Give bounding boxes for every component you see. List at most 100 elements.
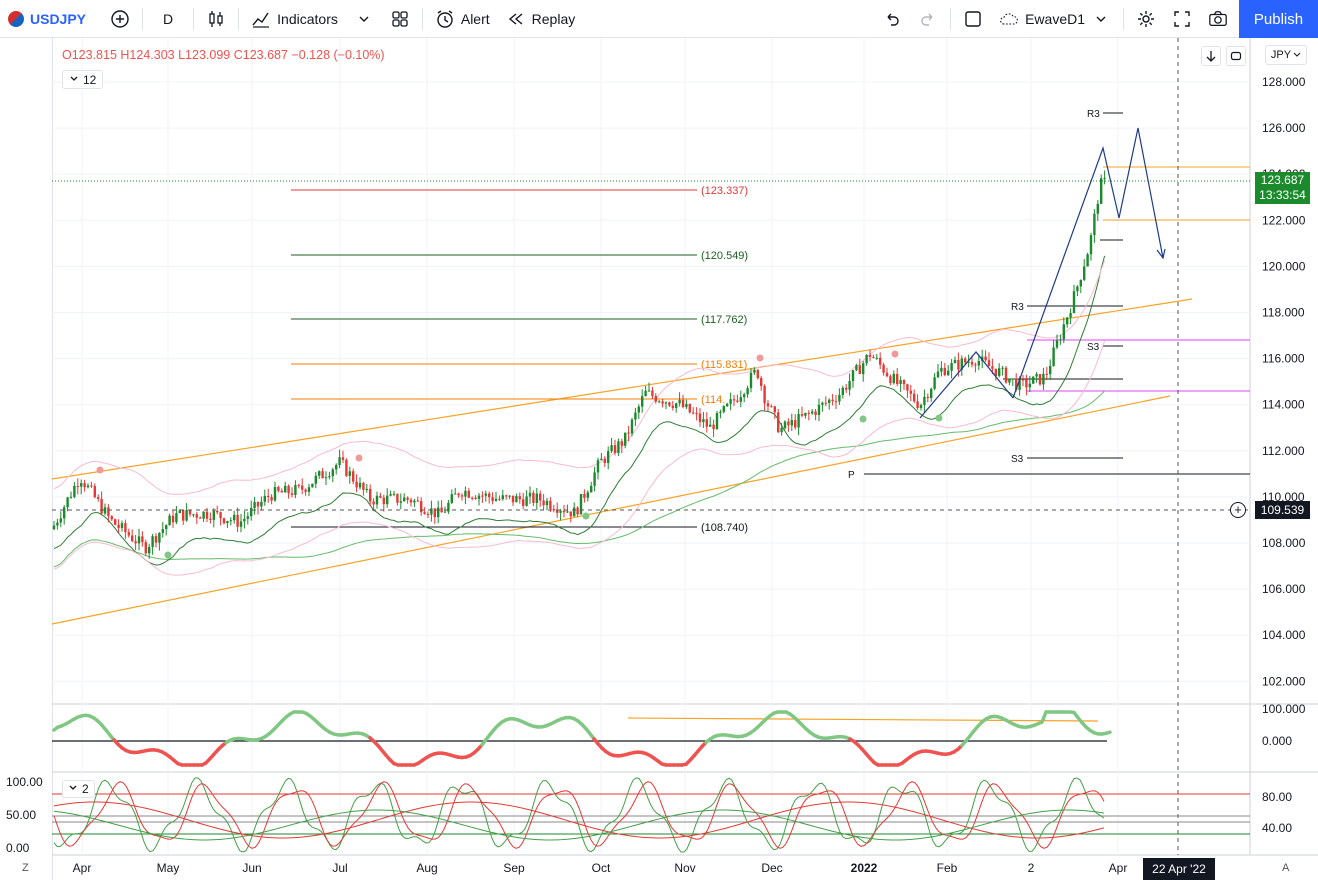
candle-body [933, 377, 936, 389]
add-order-button[interactable]: + [1230, 502, 1246, 518]
osc1-segment [660, 762, 668, 767]
osc1-segment [996, 715, 1004, 720]
candle-body [1103, 177, 1106, 179]
time-tick: Aug [416, 861, 437, 875]
candle-body [753, 370, 756, 373]
osc1-segment [648, 753, 656, 760]
layouts-grid-button[interactable] [382, 0, 418, 38]
candle-body [804, 412, 807, 416]
pane-indicators-collapse-button[interactable]: 2 [62, 780, 95, 798]
candle-body [56, 522, 59, 526]
crosshair-date-label: 22 Apr '22 [1143, 858, 1215, 880]
osc1-segment [128, 750, 136, 755]
redo-button[interactable] [910, 0, 946, 38]
candle-body [423, 512, 426, 514]
candle-body [794, 420, 797, 428]
candle-body [331, 469, 334, 477]
candle-body [239, 521, 243, 527]
alert-button[interactable]: Alert [427, 0, 498, 38]
osc1-segment [416, 758, 424, 766]
pivot-label: S3 [1011, 454, 1024, 465]
candle-body [658, 401, 661, 403]
auto-scale-button[interactable]: A [1282, 862, 1290, 874]
settings-button[interactable] [1128, 0, 1164, 38]
candle-body [90, 485, 93, 487]
osc1-segment [100, 723, 108, 732]
candle-body [443, 511, 447, 513]
candle-body [1035, 374, 1038, 377]
candle-body [770, 406, 773, 408]
candle-body [1011, 378, 1014, 380]
snapshot-button[interactable] [1200, 0, 1236, 38]
osc1-segment [852, 739, 860, 747]
osc1-segment [368, 736, 376, 744]
osc1-segment [156, 748, 164, 754]
candle-body [491, 497, 494, 501]
candle-body [814, 411, 817, 416]
candle-body [171, 515, 175, 523]
candle-body [821, 402, 824, 405]
osc1-segment [936, 751, 944, 756]
osc1-segment [1016, 724, 1024, 729]
candle-body [943, 367, 946, 376]
osc1-segment [972, 724, 980, 733]
osc1-segment [272, 723, 280, 732]
indicators-collapse-button[interactable]: 12 [62, 70, 104, 89]
candle-body [426, 513, 430, 515]
candle-body [1018, 379, 1021, 390]
candle-body [1062, 324, 1065, 340]
candle-body [865, 354, 868, 364]
osc1-segment [552, 718, 560, 725]
candle-body [372, 501, 375, 505]
candle-body [1086, 254, 1089, 267]
symbol-search[interactable]: USDJPY [0, 0, 94, 38]
price-axis: 128.000126.000124.000122.000120.000118.0… [6, 75, 1306, 855]
expand-icon [1172, 9, 1192, 29]
pivot-dot [891, 350, 899, 358]
osc1-segment [316, 721, 324, 729]
candle-body [430, 508, 433, 515]
osc1-segment [448, 753, 456, 758]
osc-left-tick: 100.00 [6, 775, 43, 789]
undo-button[interactable] [874, 0, 910, 38]
fullscreen-button[interactable] [1164, 0, 1200, 38]
fullscreen-toggle-button[interactable] [955, 0, 991, 38]
osc1-segment [804, 727, 812, 735]
currency-selector[interactable]: JPY [1265, 45, 1307, 65]
osc1-segment [300, 710, 308, 715]
scroll-down-button[interactable] [1201, 46, 1221, 66]
candle-body [375, 495, 379, 505]
candle-body [399, 501, 402, 503]
candle-body [892, 373, 895, 384]
osc1-segment [480, 737, 488, 747]
price-tick: 118.000 [1262, 306, 1305, 320]
compare-button[interactable] [102, 0, 138, 38]
layout-menu-button[interactable]: EwaveD1 [991, 0, 1119, 38]
time-tick: Sep [503, 861, 525, 875]
replay-button[interactable]: Replay [498, 0, 584, 38]
zoom-button[interactable]: Z [22, 862, 29, 874]
publish-button[interactable]: Publish [1239, 0, 1318, 38]
candle-body [1028, 383, 1031, 388]
candle-body [535, 493, 538, 503]
candle-body [1052, 347, 1055, 366]
time-tick: May [157, 861, 180, 875]
fib-label: (114. [701, 394, 725, 406]
osc1-segment [812, 733, 820, 739]
indicators-button[interactable]: Indicators [243, 0, 382, 38]
candle-body [192, 514, 195, 516]
chart-type-button[interactable] [198, 0, 234, 38]
osc1-segment [84, 713, 92, 718]
osc1-segment [864, 751, 872, 760]
legend-close: C123.687 [233, 48, 288, 62]
cloud-icon [999, 9, 1019, 29]
reset-chart-button[interactable] [1226, 46, 1246, 66]
candle-body [1093, 213, 1096, 236]
candle-body [981, 356, 984, 362]
interval-label: D [163, 10, 174, 27]
interval-button[interactable]: D [147, 0, 189, 38]
osc1-segment [116, 742, 124, 750]
candle-body [114, 519, 117, 525]
